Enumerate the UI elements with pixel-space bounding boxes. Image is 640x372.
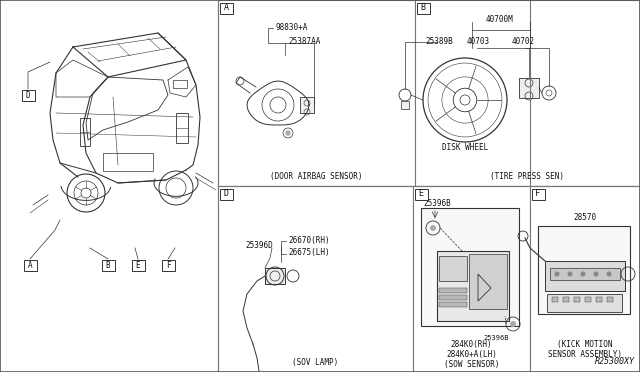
Circle shape: [554, 272, 559, 276]
Circle shape: [286, 131, 290, 135]
Text: F: F: [536, 189, 541, 199]
Bar: [552, 297, 558, 302]
Text: SENSOR ASSEMBLY): SENSOR ASSEMBLY): [548, 350, 622, 359]
Bar: [218, 186, 413, 372]
Text: DISK WHEEL: DISK WHEEL: [442, 144, 488, 153]
Bar: [469, 254, 507, 309]
Bar: [22, 90, 35, 100]
Circle shape: [568, 272, 573, 276]
Bar: [439, 302, 467, 307]
Bar: [439, 256, 467, 281]
Bar: [519, 78, 539, 98]
Text: E: E: [136, 260, 140, 269]
Text: 25389B: 25389B: [425, 38, 452, 46]
Circle shape: [430, 225, 436, 231]
Bar: [24, 260, 36, 270]
Bar: [538, 226, 630, 314]
Bar: [220, 3, 232, 13]
Bar: [80, 118, 90, 146]
Bar: [413, 186, 530, 372]
Bar: [439, 288, 467, 293]
Bar: [176, 113, 188, 143]
Text: (SOV LAMP): (SOV LAMP): [292, 359, 339, 368]
Text: 25396B: 25396B: [483, 335, 509, 341]
Text: (TIRE PRESS SEN): (TIRE PRESS SEN): [490, 173, 564, 182]
Text: F: F: [166, 260, 170, 269]
Text: 25396B: 25396B: [423, 199, 451, 208]
Text: 40700M: 40700M: [486, 16, 514, 25]
Bar: [585, 297, 591, 302]
Bar: [173, 80, 187, 88]
Circle shape: [510, 321, 516, 327]
Bar: [530, 186, 640, 372]
Bar: [415, 189, 428, 199]
Bar: [131, 260, 145, 270]
Text: 284K0(RH): 284K0(RH): [451, 340, 492, 350]
Text: 28570: 28570: [573, 214, 596, 222]
Bar: [102, 260, 115, 270]
Text: D: D: [26, 90, 30, 99]
Text: (DOOR AIRBAG SENSOR): (DOOR AIRBAG SENSOR): [270, 173, 363, 182]
Bar: [547, 294, 622, 312]
Text: 26675(LH): 26675(LH): [288, 248, 330, 257]
Text: 25387AA: 25387AA: [288, 38, 321, 46]
Bar: [218, 0, 415, 186]
Circle shape: [607, 272, 611, 276]
Bar: [607, 297, 613, 302]
Bar: [417, 3, 429, 13]
Bar: [596, 297, 602, 302]
Text: (KICK MOTION: (KICK MOTION: [557, 340, 612, 350]
Bar: [161, 260, 175, 270]
Bar: [265, 268, 285, 284]
Circle shape: [593, 272, 598, 276]
Text: 98830+A: 98830+A: [275, 23, 307, 32]
Text: R25300XY: R25300XY: [595, 357, 635, 366]
Bar: [220, 189, 232, 199]
Text: A: A: [223, 3, 228, 13]
Bar: [563, 297, 569, 302]
Text: 284K0+A(LH): 284K0+A(LH): [446, 350, 497, 359]
Text: A: A: [28, 260, 32, 269]
Bar: [550, 268, 620, 280]
Bar: [415, 0, 640, 186]
Bar: [437, 251, 509, 321]
Circle shape: [580, 272, 586, 276]
Text: 25396D: 25396D: [245, 241, 273, 250]
Bar: [545, 261, 625, 291]
Bar: [439, 295, 467, 300]
Bar: [300, 97, 314, 113]
Bar: [103, 153, 153, 171]
Text: 40703: 40703: [467, 38, 490, 46]
Bar: [574, 297, 580, 302]
Text: B: B: [106, 260, 110, 269]
Bar: [421, 208, 519, 326]
Text: E: E: [419, 189, 424, 199]
Text: D: D: [223, 189, 228, 199]
Text: B: B: [420, 3, 426, 13]
Bar: [401, 101, 409, 109]
Bar: [531, 189, 545, 199]
Text: (SOW SENSOR): (SOW SENSOR): [444, 360, 499, 369]
Text: 40702: 40702: [512, 38, 535, 46]
Text: 26670(RH): 26670(RH): [288, 237, 330, 246]
